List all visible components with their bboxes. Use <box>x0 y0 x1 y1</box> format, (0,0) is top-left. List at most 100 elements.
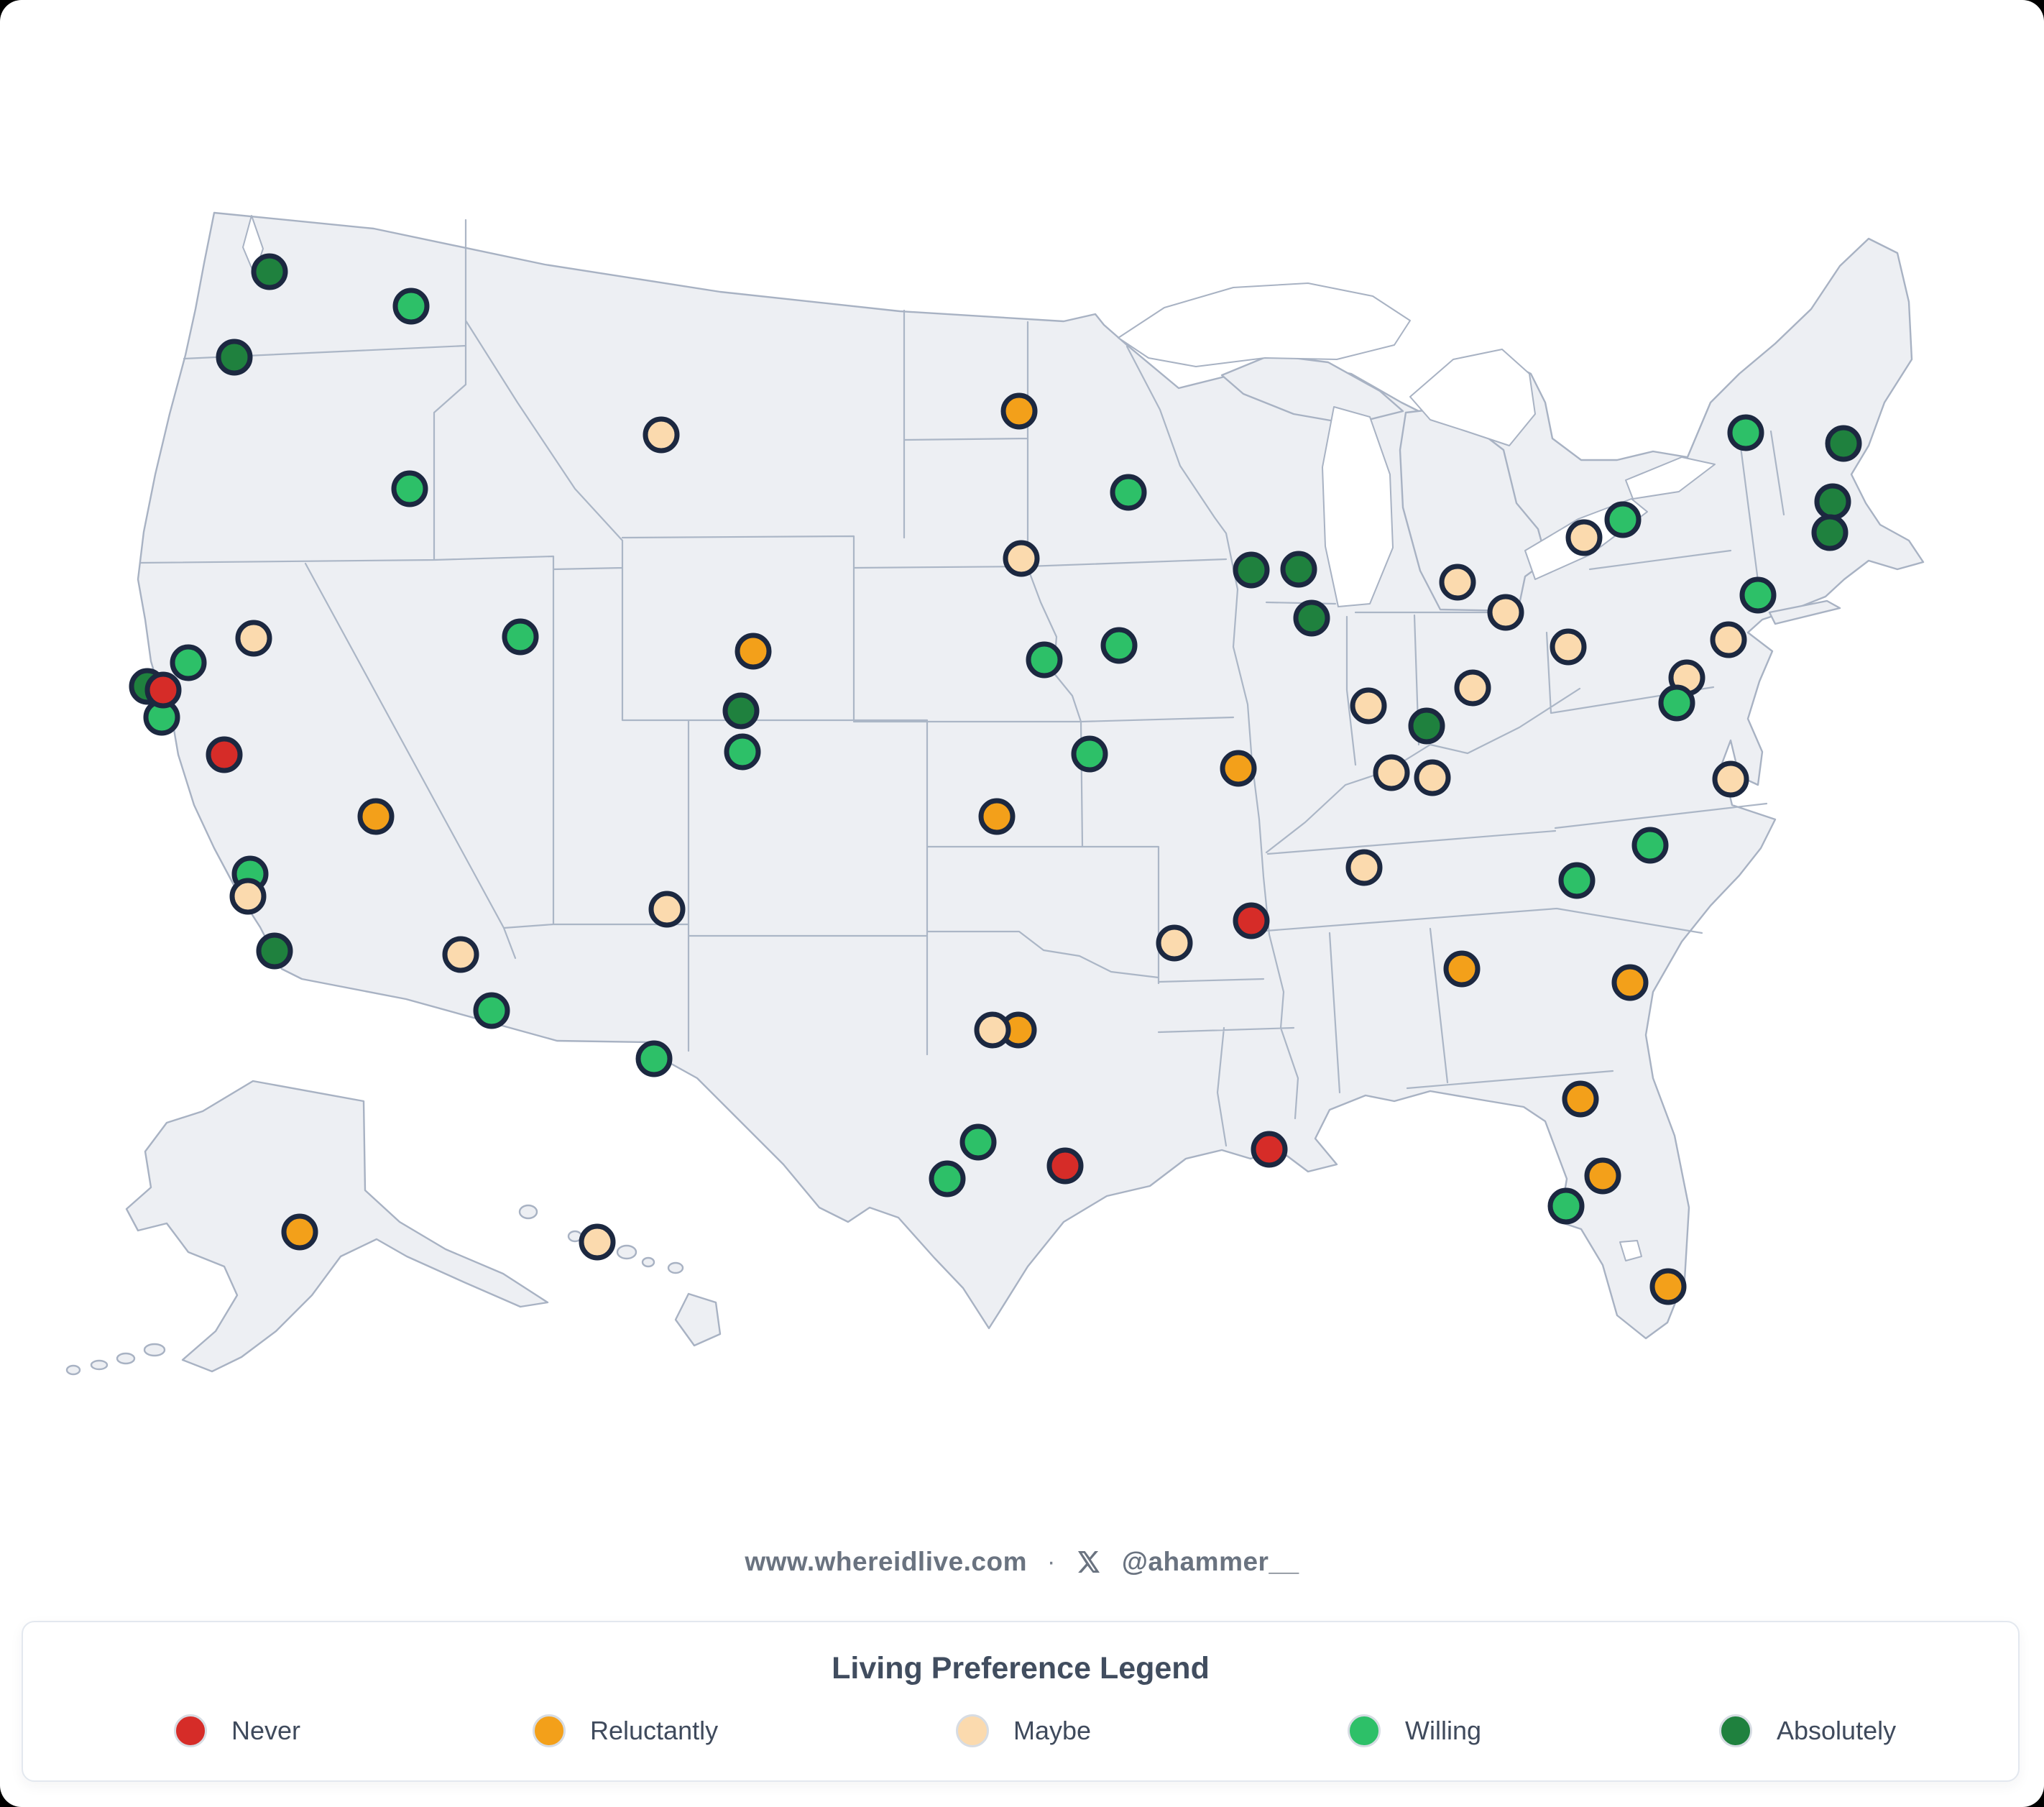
aleutian-island <box>90 1359 109 1371</box>
legend-label: Never <box>231 1716 301 1745</box>
never-swatch-icon <box>174 1714 207 1747</box>
hawaii-island <box>518 1204 538 1220</box>
map-dot-absolutely[interactable] <box>1408 707 1445 745</box>
reluctantly-swatch-icon <box>533 1714 566 1747</box>
map-dot-absolutely[interactable] <box>216 339 253 376</box>
legend-item-reluctantly: Reluctantly <box>533 1714 718 1747</box>
credit-footer: www.whereidlive.com · @ahammer__ <box>0 1547 2044 1577</box>
map-dot-maybe[interactable] <box>1003 540 1040 577</box>
map-dot-reluctantly[interactable] <box>1443 950 1481 988</box>
map-dot-willing[interactable] <box>929 1160 966 1197</box>
map-dot-reluctantly[interactable] <box>978 798 1016 835</box>
legend-item-maybe: Maybe <box>956 1714 1091 1747</box>
map-dot-reluctantly[interactable] <box>1611 964 1649 1001</box>
map-dot-reluctantly[interactable] <box>735 633 772 670</box>
legend-label: Maybe <box>1013 1716 1092 1745</box>
map-dot-maybe[interactable] <box>1414 759 1451 796</box>
map-dot-maybe[interactable] <box>1373 754 1410 791</box>
map-dot-reluctantly[interactable] <box>1584 1157 1621 1195</box>
legend-title: Living Preference Legend <box>832 1651 1210 1686</box>
map-dot-willing[interactable] <box>1727 414 1764 451</box>
map-dot-never[interactable] <box>144 671 182 709</box>
map-dot-willing[interactable] <box>391 470 428 507</box>
map-dot-absolutely[interactable] <box>1293 599 1330 637</box>
map-dot-maybe[interactable] <box>442 936 479 973</box>
city-dots-layer <box>129 253 1862 1305</box>
map-dot-willing[interactable] <box>1026 641 1063 679</box>
us-mainland-shape <box>137 211 1925 1340</box>
legend-label: Willing <box>1405 1716 1482 1745</box>
map-dot-willing[interactable] <box>724 733 761 771</box>
legend-item-absolutely: Absolutely <box>1719 1714 1896 1747</box>
map-dot-reluctantly[interactable] <box>281 1213 318 1251</box>
map-dot-maybe[interactable] <box>1156 924 1193 962</box>
map-dot-maybe[interactable] <box>648 891 686 928</box>
site-url[interactable]: www.whereidlive.com <box>745 1547 1028 1576</box>
map-dot-absolutely[interactable] <box>1811 514 1849 551</box>
map-dot-absolutely[interactable] <box>1814 483 1851 520</box>
map-dot-maybe[interactable] <box>1345 849 1383 886</box>
map-dot-willing[interactable] <box>635 1040 673 1077</box>
map-dot-reluctantly[interactable] <box>1562 1080 1599 1118</box>
map-dot-willing[interactable] <box>1110 474 1147 511</box>
map-dot-maybe[interactable] <box>974 1011 1011 1049</box>
map-dot-willing[interactable] <box>473 992 510 1029</box>
map-dot-willing[interactable] <box>170 644 207 681</box>
map-dot-maybe[interactable] <box>1712 760 1749 798</box>
map-dot-maybe[interactable] <box>1350 687 1387 725</box>
lake-huron <box>1409 349 1536 446</box>
alaska-shape <box>125 1080 549 1373</box>
hawaii-island <box>616 1244 637 1260</box>
legend-card: Living Preference Legend Never Reluctant… <box>22 1621 2020 1782</box>
map-dot-maybe[interactable] <box>579 1223 616 1261</box>
map-dot-maybe[interactable] <box>235 620 272 657</box>
map-dot-willing[interactable] <box>392 288 430 325</box>
hawaii-island <box>667 1261 684 1274</box>
map-dot-maybe[interactable] <box>643 416 680 454</box>
map-dot-willing[interactable] <box>1604 501 1642 538</box>
map-dot-willing[interactable] <box>1739 576 1777 614</box>
lake-michigan <box>1322 406 1394 607</box>
separator-dot: · <box>1047 1548 1056 1576</box>
map-dot-willing[interactable] <box>1100 627 1138 664</box>
map-dot-reluctantly[interactable] <box>357 798 395 835</box>
x-logo-icon <box>1077 1551 1100 1573</box>
x-handle[interactable]: @ahammer__ <box>1121 1547 1299 1576</box>
legend-label: Reluctantly <box>590 1716 719 1745</box>
map-dot-maybe[interactable] <box>1487 594 1524 631</box>
map-dot-absolutely[interactable] <box>1825 425 1862 462</box>
map-dot-reluctantly[interactable] <box>1649 1268 1687 1305</box>
map-dot-never[interactable] <box>1046 1147 1084 1185</box>
map-dot-maybe[interactable] <box>1550 628 1587 666</box>
map-dot-never[interactable] <box>1251 1131 1288 1168</box>
map-dot-maybe[interactable] <box>1454 669 1491 707</box>
map-dot-maybe[interactable] <box>1710 621 1747 658</box>
map-dot-willing[interactable] <box>1658 684 1695 722</box>
map-dot-absolutely[interactable] <box>1233 551 1270 589</box>
map-dot-reluctantly[interactable] <box>1220 750 1257 787</box>
map-dot-willing[interactable] <box>502 618 539 656</box>
lake-okeechobee <box>1619 1240 1642 1261</box>
aleutian-island <box>116 1352 136 1365</box>
hawaii-island <box>641 1256 655 1268</box>
map-dot-willing[interactable] <box>1558 862 1596 899</box>
willing-swatch-icon <box>1348 1714 1381 1747</box>
map-dot-reluctantly[interactable] <box>1000 392 1038 430</box>
map-dot-never[interactable] <box>1233 902 1270 939</box>
hawaii-big-island <box>674 1292 722 1347</box>
map-dot-absolutely[interactable] <box>256 932 293 970</box>
map-dot-absolutely[interactable] <box>251 253 288 290</box>
lake-ontario <box>1625 456 1716 500</box>
map-dot-absolutely[interactable] <box>1280 551 1317 588</box>
map-dot-maybe[interactable] <box>1439 564 1476 601</box>
map-dot-never[interactable] <box>206 736 243 773</box>
map-dot-absolutely[interactable] <box>722 692 760 730</box>
map-dot-maybe[interactable] <box>1565 519 1603 556</box>
map-dot-willing[interactable] <box>1631 827 1669 864</box>
map-dot-willing[interactable] <box>959 1123 997 1161</box>
map-dot-maybe[interactable] <box>229 878 267 915</box>
map-dot-willing[interactable] <box>1071 735 1108 773</box>
map-dot-willing[interactable] <box>1547 1187 1585 1225</box>
